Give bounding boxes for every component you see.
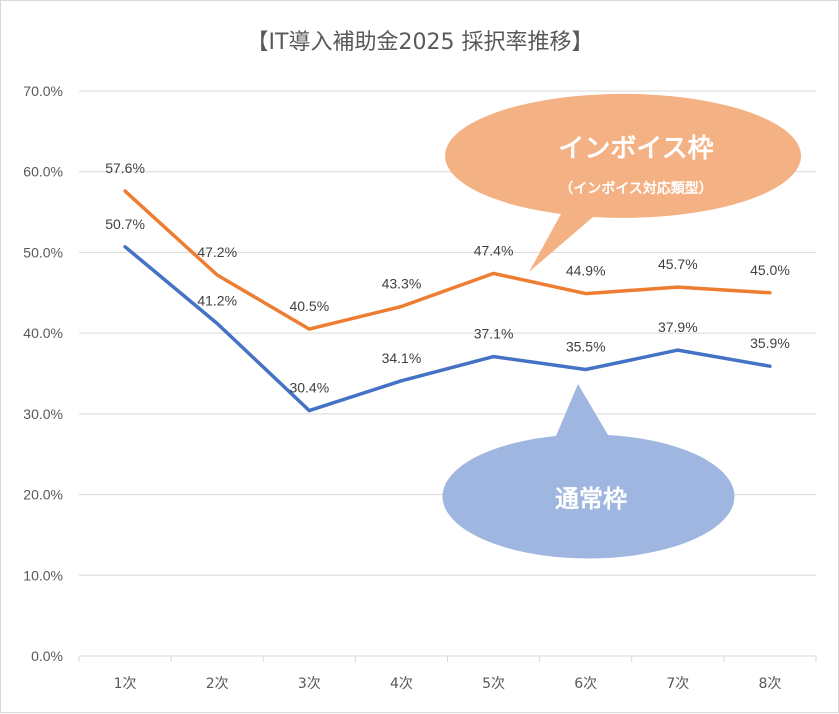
invoice-callout-label: インボイス枠 (558, 134, 713, 164)
x-tick-label: 8次 (758, 676, 781, 692)
regular-callout-bubble (442, 384, 734, 558)
x-axis: 1次 2次 3次 4次 5次 6次 7次 8次 (79, 656, 816, 692)
data-label: 35.9% (750, 335, 790, 351)
data-label: 50.7% (105, 216, 145, 232)
chart-title: 【IT導入補助金2025 採択率推移】 (247, 30, 594, 55)
y-tick-label: 20.0% (23, 487, 63, 503)
x-tick-label: 5次 (482, 676, 505, 692)
x-tick-label: 4次 (390, 676, 413, 692)
y-tick-label: 40.0% (23, 325, 63, 341)
data-label: 57.6% (105, 160, 145, 176)
x-tick-label: 2次 (206, 676, 229, 692)
invoice-callout-sublabel: （インボイス対応類型） (559, 180, 713, 197)
data-label: 47.4% (474, 242, 514, 258)
x-tick-label: 3次 (298, 676, 321, 692)
data-label: 30.4% (289, 380, 329, 396)
y-tick-label: 0.0% (31, 648, 63, 664)
regular-callout-label: 通常枠 (555, 485, 627, 513)
x-tick-label: 6次 (574, 676, 597, 692)
x-tick-label: 7次 (666, 676, 689, 692)
data-label: 43.3% (382, 276, 422, 292)
data-label: 40.5% (289, 298, 329, 314)
y-tick-label: 50.0% (23, 244, 63, 260)
y-tick-label: 30.0% (23, 406, 63, 422)
y-axis: 0.0% 10.0% 20.0% 30.0% 40.0% 50.0% 60.0% 70.0% (23, 83, 63, 664)
regular-callout: 通常枠 (442, 384, 734, 558)
data-label: 35.5% (566, 338, 606, 354)
data-label: 41.2% (197, 292, 237, 308)
data-label: 45.7% (658, 256, 698, 272)
data-label: 37.1% (474, 326, 514, 342)
y-tick-label: 60.0% (23, 164, 63, 180)
data-label: 34.1% (382, 350, 422, 366)
x-tick-label: 1次 (114, 676, 137, 692)
data-label: 47.2% (197, 244, 237, 260)
data-label: 37.9% (658, 319, 698, 335)
y-tick-label: 70.0% (23, 83, 63, 99)
y-tick-label: 10.0% (23, 567, 63, 583)
data-label: 45.0% (750, 262, 790, 278)
data-label: 44.9% (566, 263, 606, 279)
